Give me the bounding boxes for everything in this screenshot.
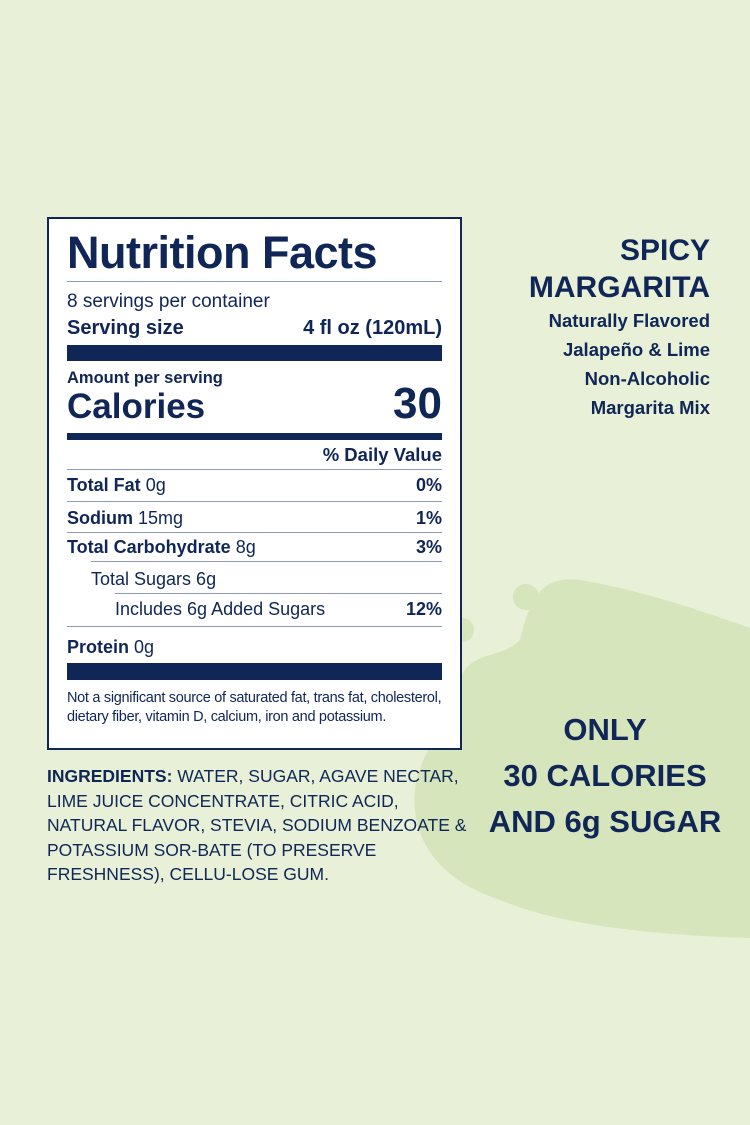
nutrient-amount: 15mg: [138, 508, 184, 528]
nutrient-row: Total Carbohydrate 8g 3%: [67, 537, 442, 558]
divider: [67, 532, 442, 533]
nutrient-name: Sodium: [67, 508, 133, 528]
description-line: Non-Alcoholic: [584, 368, 710, 389]
label-title: Nutrition Facts: [67, 227, 378, 278]
description-line: Margarita Mix: [590, 397, 710, 418]
ingredients-label: INGREDIENTS:: [47, 766, 173, 786]
promo-line: AND 6g SUGAR: [488, 804, 722, 839]
nutrient-amount: 0g: [145, 475, 166, 495]
divider: [67, 626, 442, 627]
description-line: Naturally Flavored: [548, 310, 710, 331]
promo-line: ONLY: [563, 712, 647, 747]
product-name-line: MARGARITA: [528, 271, 710, 304]
calories-label: Calories: [67, 387, 206, 426]
description-line: Jalapeño & Lime: [562, 339, 710, 360]
nutrient-row: Includes 6g Added Sugars 12%: [115, 599, 442, 620]
serving-size-value: 4 fl oz (120mL): [303, 317, 442, 339]
nutrient-name: Protein: [67, 637, 130, 657]
nutrient-amount: 8g: [235, 537, 256, 557]
thick-divider: [67, 345, 442, 361]
product-name-line: SPICY: [619, 234, 710, 267]
nutrient-dv: 12%: [405, 599, 442, 619]
nutrient-row: Sodium 15mg 1%: [67, 508, 442, 529]
nutrient-name: Total Sugars 6g: [91, 569, 217, 589]
nutrition-facts-label: Nutrition Facts 8 servings per container…: [47, 217, 462, 750]
nutrient-name: Total Fat: [67, 475, 141, 495]
medium-divider: [67, 433, 442, 440]
nutrient-name: Total Carbohydrate: [67, 537, 231, 557]
nutrient-dv: 1%: [415, 508, 442, 528]
nutrient-amount: 0g: [134, 637, 155, 657]
promo-text: ONLY 30 CALORIES AND 6g SUGAR: [455, 707, 750, 845]
product-description: Naturally Flavored Jalapeño & Lime Non-A…: [549, 306, 710, 422]
divider: [115, 593, 442, 594]
thick-divider: [67, 663, 442, 680]
divider: [67, 501, 442, 502]
divider: [67, 281, 442, 282]
ingredients-text: WATER, SUGAR, AGAVE NECTAR, LIME JUICE C…: [47, 766, 467, 884]
servings-per-container: 8 servings per container: [67, 291, 270, 312]
nutrient-row: Total Fat 0g 0%: [67, 475, 442, 496]
nutrient-row: Protein 0g: [67, 637, 442, 658]
calories-value: 30: [393, 379, 442, 428]
footnote: Not a significant source of saturated fa…: [67, 690, 442, 725]
serving-size-label: Serving size: [67, 317, 184, 339]
daily-value-header: % Daily Value: [322, 444, 442, 465]
nutrient-name: Includes 6g Added Sugars: [115, 599, 326, 619]
ingredients: INGREDIENTS: WATER, SUGAR, AGAVE NECTAR,…: [47, 764, 467, 887]
product-name: SPICY MARGARITA: [529, 232, 710, 306]
nutrient-row: Total Sugars 6g: [91, 569, 442, 590]
divider: [91, 561, 442, 562]
amount-per-serving: Amount per serving: [67, 369, 223, 387]
divider: [67, 469, 442, 470]
nutrient-dv: 0%: [415, 475, 442, 495]
promo-line: 30 CALORIES: [503, 758, 707, 793]
nutrient-dv: 3%: [415, 537, 442, 557]
